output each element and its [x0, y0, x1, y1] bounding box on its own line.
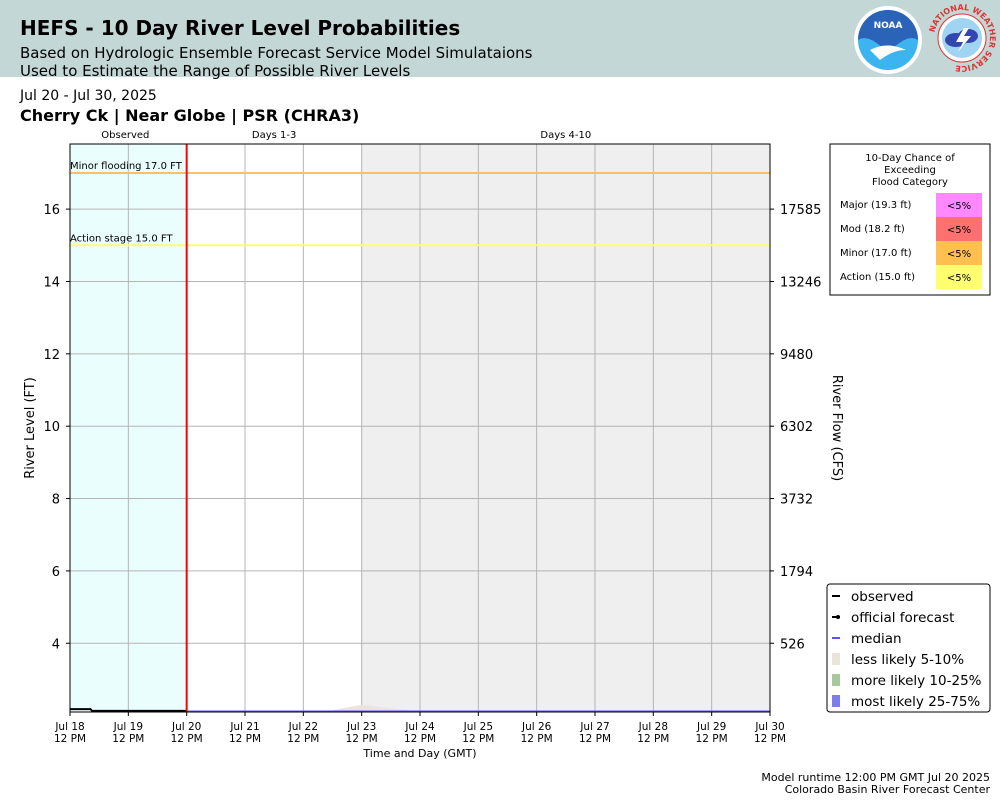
- threshold-label: Action stage 15.0 FT: [70, 233, 173, 244]
- x-tick-label: 12 PM: [287, 733, 319, 745]
- exceedance-category-label: Major (19.3 ft): [840, 200, 912, 211]
- period-label: Observed: [101, 130, 149, 141]
- exceedance-category-label: Mod (18.2 ft): [840, 224, 905, 235]
- x-tick-label: Jul 26: [521, 721, 552, 733]
- legend-label: median: [851, 631, 902, 647]
- x-tick-label: Jul 23: [346, 721, 376, 733]
- date-range: Jul 20 - Jul 30, 2025: [20, 88, 157, 104]
- period-background: [361, 144, 770, 712]
- x-tick-label: Jul 29: [696, 721, 726, 733]
- page-title: HEFS - 10 Day River Level Probabilities: [20, 16, 461, 40]
- exceedance-value: <5%: [947, 273, 971, 284]
- x-tick-label: 12 PM: [462, 733, 494, 745]
- model-runtime: Model runtime 12:00 PM GMT Jul 20 2025: [761, 771, 990, 784]
- station-name: Cherry Ck | Near Globe | PSR (CHRA3): [20, 106, 360, 125]
- x-tick-label: 12 PM: [229, 733, 261, 745]
- period-background: [186, 144, 362, 712]
- x-tick-label: Jul 30: [754, 721, 784, 733]
- legend-label: more likely 10-25%: [851, 673, 982, 689]
- x-tick-label: 12 PM: [404, 733, 436, 745]
- y-axis-label: River Level (FT): [23, 377, 38, 479]
- x-tick-label: 12 PM: [579, 733, 611, 745]
- y-tick-label: 16: [43, 203, 60, 218]
- page-subtitle-2: Used to Estimate the Range of Possible R…: [20, 62, 411, 80]
- y2-tick-label: 6302: [780, 420, 813, 435]
- y-tick-label: 4: [52, 637, 60, 652]
- legend-swatch-marker: [836, 615, 840, 619]
- legend-swatch: [832, 653, 840, 665]
- band-less-likely: [332, 704, 420, 712]
- legend-label: most likely 25-75%: [851, 694, 980, 710]
- exceedance-table-title: 10-Day Chance of: [865, 153, 955, 164]
- exceedance-value-cell: [936, 265, 982, 289]
- page-subtitle-1: Based on Hydrologic Ensemble Forecast Se…: [20, 44, 533, 62]
- x-tick-label: Jul 25: [463, 721, 493, 733]
- y2-tick-label: 1794: [780, 565, 813, 580]
- noaa-logo: NOAA: [854, 6, 922, 74]
- y-tick-label: 10: [43, 420, 60, 435]
- legend-label: less likely 5-10%: [851, 652, 964, 668]
- x-tick-label: 12 PM: [754, 733, 786, 745]
- x-tick-label: 12 PM: [112, 733, 144, 745]
- y2-tick-label: 9480: [780, 348, 813, 363]
- x-tick-label: Jul 22: [288, 721, 318, 733]
- y-tick-label: 12: [43, 348, 60, 363]
- x-tick-label: 12 PM: [521, 733, 553, 745]
- y-tick-label: 14: [43, 275, 60, 290]
- legend-swatch: [832, 674, 840, 686]
- x-tick-label: Jul 27: [579, 721, 609, 733]
- x-tick-label: Jul 19: [113, 721, 143, 733]
- legend-frame: [826, 583, 991, 713]
- exceedance-category-label: Action (15.0 ft): [840, 272, 915, 283]
- threshold-label: Minor flooding 17.0 FT: [70, 161, 183, 172]
- x-tick-label: Jul 18: [54, 721, 84, 733]
- x-tick-label: 12 PM: [637, 733, 669, 745]
- legend-swatch: [832, 695, 840, 707]
- series-line-observed: [70, 708, 187, 712]
- chart-legend: observed official forecast median less like…: [826, 583, 991, 713]
- header-banner: HEFS - 10 Day River Level Probabilities …: [0, 0, 1000, 80]
- x-tick-label: 12 PM: [54, 733, 86, 745]
- period-label: Days 4-10: [540, 130, 591, 141]
- exceedance-category-label: Minor (17.0 ft): [840, 248, 912, 259]
- exceedance-value-cell: [936, 241, 982, 265]
- exceedance-value: <5%: [947, 225, 971, 236]
- x-tick-label: Jul 21: [229, 721, 259, 733]
- period-label: Days 1-3: [252, 130, 296, 141]
- y2-axis-label: River Flow (CFS): [829, 375, 844, 481]
- forecast-center: Colorado Basin River Forecast Center: [784, 783, 990, 796]
- y2-tick-label: 3732: [780, 493, 813, 508]
- noaa-logo-text: NOAA: [874, 21, 903, 31]
- exceedance-value-cell: [936, 217, 982, 241]
- y2-tick-label: 13246: [780, 275, 821, 290]
- exceedance-table-title: Exceeding: [884, 165, 936, 176]
- x-tick-label: 12 PM: [696, 733, 728, 745]
- y2-tick-label: 526: [780, 637, 805, 652]
- legend-label: official forecast: [851, 610, 954, 626]
- nws-logo: NATIONAL WEATHER SERVICE: [928, 3, 997, 73]
- x-tick-label: Jul 20: [171, 721, 201, 733]
- x-tick-label: Jul 24: [404, 721, 435, 733]
- y2-tick-label: 17585: [780, 203, 821, 218]
- y-tick-label: 8: [52, 493, 60, 508]
- x-tick-label: 12 PM: [346, 733, 378, 745]
- x-tick-label: 12 PM: [171, 733, 203, 745]
- exceedance-value: <5%: [947, 201, 971, 212]
- y-tick-label: 6: [52, 565, 60, 580]
- exceedance-table-title: Flood Category: [872, 177, 948, 188]
- legend-label: observed: [851, 589, 914, 605]
- exceedance-value: <5%: [947, 249, 971, 260]
- exceedance-value-cell: [936, 193, 982, 217]
- x-axis-label: Time and Day (GMT): [362, 747, 476, 760]
- x-tick-label: Jul 28: [638, 721, 668, 733]
